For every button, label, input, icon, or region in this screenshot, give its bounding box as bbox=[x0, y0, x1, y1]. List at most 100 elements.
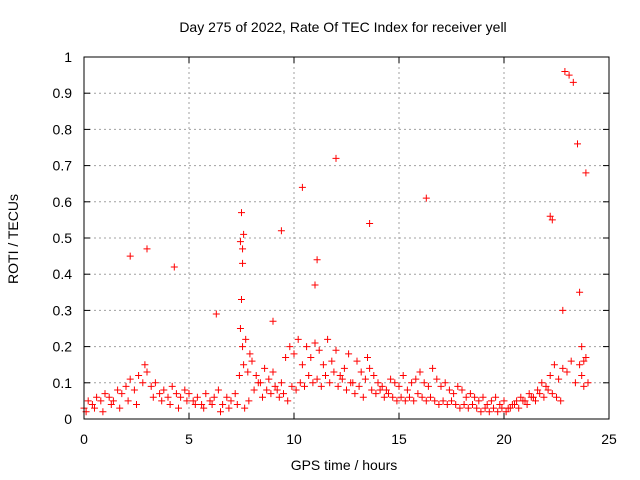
data-point bbox=[393, 397, 401, 405]
data-point bbox=[582, 169, 590, 177]
data-point bbox=[448, 397, 455, 405]
data-point bbox=[372, 390, 380, 398]
data-point bbox=[107, 401, 115, 409]
data-point bbox=[172, 390, 180, 398]
data-point bbox=[206, 397, 214, 405]
data-point bbox=[418, 393, 426, 401]
data-point bbox=[519, 397, 527, 405]
data-point bbox=[114, 386, 122, 394]
data-point bbox=[435, 401, 443, 409]
data-point bbox=[397, 393, 405, 401]
data-point bbox=[343, 386, 350, 394]
data-point bbox=[109, 397, 117, 405]
data-point bbox=[236, 238, 244, 246]
data-point bbox=[252, 372, 260, 380]
data-point bbox=[534, 386, 542, 394]
data-point bbox=[217, 408, 224, 416]
data-point bbox=[527, 393, 535, 401]
data-point bbox=[259, 393, 266, 401]
data-point bbox=[563, 368, 571, 376]
data-point bbox=[334, 382, 342, 390]
data-point bbox=[284, 397, 292, 405]
data-point bbox=[460, 401, 468, 409]
data-point bbox=[233, 401, 241, 409]
data-point bbox=[410, 397, 418, 405]
data-point bbox=[267, 390, 275, 398]
data-point bbox=[553, 393, 560, 401]
data-point bbox=[269, 368, 277, 376]
data-point bbox=[525, 390, 533, 398]
data-point bbox=[462, 393, 470, 401]
data-point bbox=[374, 379, 382, 387]
data-point bbox=[576, 361, 584, 369]
data-point bbox=[429, 364, 437, 372]
data-point bbox=[275, 393, 283, 401]
x-tick-label: 5 bbox=[185, 431, 193, 447]
data-point bbox=[254, 379, 262, 387]
data-point bbox=[555, 375, 563, 383]
data-point bbox=[93, 393, 101, 401]
y-tick-label: 0.4 bbox=[53, 266, 73, 282]
data-point bbox=[420, 379, 428, 387]
data-point bbox=[189, 397, 197, 405]
data-point bbox=[126, 375, 134, 383]
data-point bbox=[303, 343, 311, 351]
y-tick-label: 0.9 bbox=[53, 85, 73, 101]
data-point bbox=[359, 393, 367, 401]
data-point bbox=[475, 397, 483, 405]
data-point bbox=[271, 382, 279, 390]
data-point bbox=[126, 252, 134, 260]
data-point bbox=[406, 393, 413, 401]
data-points bbox=[80, 67, 592, 416]
data-point bbox=[277, 379, 285, 387]
data-point bbox=[345, 350, 353, 358]
data-point bbox=[483, 401, 491, 409]
data-point bbox=[223, 393, 231, 401]
data-point bbox=[239, 245, 247, 253]
y-tick-label: 0.7 bbox=[53, 158, 73, 174]
data-point bbox=[175, 404, 182, 412]
x-tick-label: 25 bbox=[601, 431, 617, 447]
y-tick-label: 0.8 bbox=[53, 121, 73, 137]
data-point bbox=[236, 325, 244, 332]
data-point bbox=[122, 382, 130, 390]
data-point bbox=[193, 393, 201, 401]
data-point bbox=[380, 393, 388, 401]
data-point bbox=[227, 397, 235, 405]
x-tick-label: 15 bbox=[391, 431, 407, 447]
data-point bbox=[181, 386, 189, 394]
data-point bbox=[523, 401, 531, 409]
data-point bbox=[485, 408, 493, 416]
data-point bbox=[401, 397, 409, 405]
data-point bbox=[322, 372, 329, 380]
data-point bbox=[439, 397, 447, 405]
data-point bbox=[532, 397, 539, 405]
data-point bbox=[294, 335, 302, 343]
data-point bbox=[368, 386, 376, 394]
data-point bbox=[378, 382, 386, 390]
data-point bbox=[576, 288, 584, 296]
data-point bbox=[351, 390, 359, 398]
data-point bbox=[101, 390, 109, 398]
data-point bbox=[84, 397, 92, 405]
data-point bbox=[238, 209, 245, 217]
data-point bbox=[185, 390, 193, 398]
data-point bbox=[296, 379, 304, 387]
x-tick-label: 10 bbox=[286, 431, 302, 447]
data-point bbox=[366, 364, 374, 372]
data-point bbox=[261, 364, 269, 372]
data-point bbox=[540, 393, 548, 401]
data-point bbox=[240, 230, 248, 238]
data-point bbox=[370, 372, 378, 380]
data-point bbox=[242, 335, 250, 343]
data-point bbox=[452, 401, 460, 409]
data-point bbox=[542, 382, 550, 390]
data-point bbox=[133, 401, 140, 409]
data-point bbox=[490, 404, 497, 412]
data-point bbox=[466, 390, 474, 398]
data-point bbox=[422, 194, 430, 202]
data-point bbox=[147, 382, 155, 390]
data-point bbox=[235, 372, 243, 380]
data-point bbox=[305, 372, 313, 380]
data-point bbox=[340, 364, 348, 372]
